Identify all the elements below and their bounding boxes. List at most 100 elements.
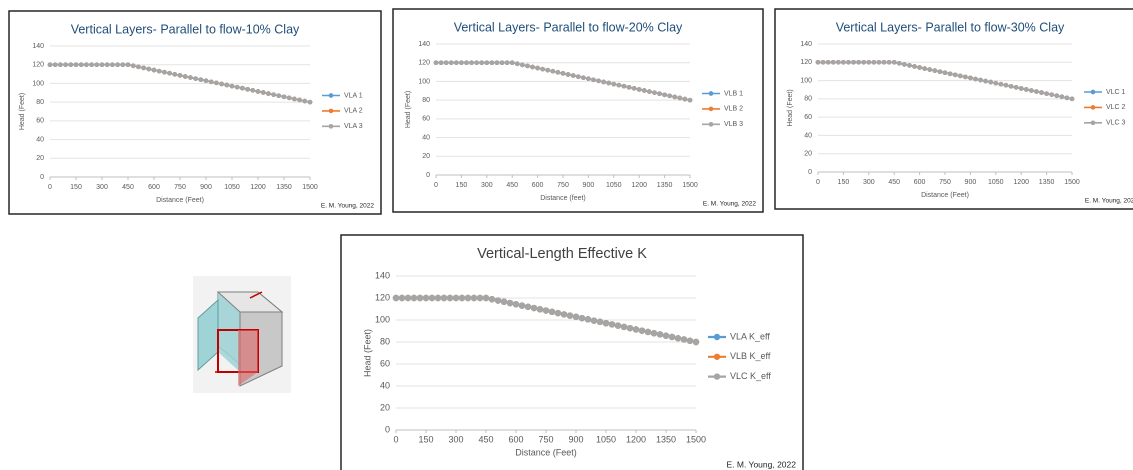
data-point bbox=[596, 318, 604, 326]
data-point bbox=[1039, 90, 1044, 95]
x-tick-label: 300 bbox=[448, 434, 463, 444]
data-point bbox=[499, 60, 505, 66]
data-point bbox=[682, 96, 688, 102]
x-tick-label: 1500 bbox=[686, 434, 706, 444]
data-point bbox=[584, 316, 592, 323]
x-tick-label: 900 bbox=[200, 184, 212, 191]
data-point bbox=[672, 94, 678, 100]
data-point bbox=[459, 60, 464, 66]
y-tick-label: 140 bbox=[800, 41, 812, 48]
data-point bbox=[662, 92, 667, 98]
y-tick-label: 140 bbox=[32, 43, 44, 50]
legend-marker bbox=[328, 108, 334, 114]
data-point bbox=[203, 78, 209, 84]
data-point bbox=[482, 294, 490, 302]
data-point bbox=[896, 60, 902, 66]
legend-marker bbox=[328, 123, 334, 129]
y-tick-label: 60 bbox=[380, 358, 390, 368]
data-point bbox=[524, 303, 532, 310]
data-point bbox=[68, 62, 74, 68]
y-tick-label: 40 bbox=[422, 134, 430, 141]
x-tick-label: 300 bbox=[96, 184, 108, 191]
legend-label: VLA 3 bbox=[344, 123, 363, 130]
x-tick-label: 600 bbox=[148, 184, 160, 191]
legend-marker bbox=[328, 93, 334, 98]
legend-marker bbox=[713, 333, 721, 341]
data-point bbox=[433, 60, 439, 66]
data-point bbox=[156, 68, 162, 74]
data-point bbox=[942, 70, 948, 76]
data-point bbox=[1069, 96, 1075, 102]
data-point bbox=[891, 59, 897, 65]
data-point bbox=[271, 92, 276, 97]
data-point bbox=[224, 82, 230, 88]
data-point bbox=[667, 93, 672, 99]
data-point bbox=[631, 86, 637, 91]
chart: Vertical Layers- Parallel to flow-30% Cl… bbox=[774, 8, 1133, 210]
x-tick-label: 450 bbox=[122, 184, 134, 191]
x-axis-label: Distance (Feet) bbox=[921, 192, 969, 199]
data-point bbox=[626, 324, 634, 332]
legend-label: VLB 1 bbox=[724, 90, 743, 97]
data-point bbox=[902, 62, 907, 67]
x-tick-label: 150 bbox=[456, 182, 468, 189]
data-point bbox=[177, 73, 183, 78]
data-point bbox=[276, 93, 282, 99]
data-point bbox=[182, 74, 188, 79]
data-point bbox=[555, 70, 561, 75]
data-point bbox=[292, 96, 297, 102]
x-tick-label: 750 bbox=[939, 179, 951, 186]
data-point bbox=[172, 72, 178, 77]
data-point bbox=[917, 65, 922, 70]
y-tick-label: 100 bbox=[800, 77, 812, 84]
x-tick-label: 1350 bbox=[657, 182, 673, 189]
data-point bbox=[692, 338, 700, 346]
y-tick-label: 100 bbox=[375, 314, 390, 324]
data-point bbox=[922, 66, 927, 71]
data-point bbox=[554, 309, 562, 317]
data-point bbox=[500, 298, 508, 305]
data-point bbox=[58, 62, 63, 68]
data-point bbox=[1018, 86, 1024, 91]
data-point bbox=[644, 328, 652, 336]
x-tick-label: 1500 bbox=[682, 182, 698, 189]
data-point bbox=[947, 71, 953, 77]
legend-label: VLB K_eff bbox=[730, 351, 771, 361]
data-point bbox=[1034, 89, 1039, 94]
data-point bbox=[234, 84, 240, 90]
x-tick-label: 1050 bbox=[596, 434, 616, 444]
data-point bbox=[542, 307, 550, 314]
data-point bbox=[540, 66, 545, 72]
x-tick-label: 600 bbox=[532, 182, 544, 189]
data-point bbox=[162, 69, 167, 75]
data-point bbox=[638, 327, 646, 334]
data-point bbox=[120, 62, 126, 68]
data-point bbox=[657, 91, 662, 97]
y-tick-label: 20 bbox=[422, 153, 430, 160]
data-point bbox=[240, 85, 245, 91]
x-axis-label: Distance (Feet) bbox=[515, 447, 577, 457]
x-tick-label: 1200 bbox=[626, 434, 646, 444]
data-point bbox=[266, 91, 271, 96]
data-point bbox=[509, 60, 515, 66]
y-axis-label: Head (Feet) bbox=[362, 329, 372, 377]
data-point bbox=[1044, 91, 1049, 96]
data-point bbox=[488, 296, 496, 303]
data-point bbox=[536, 306, 544, 313]
chart-frame bbox=[392, 8, 764, 213]
data-point bbox=[489, 60, 495, 66]
data-point bbox=[998, 81, 1004, 87]
legend-label: VLB 2 bbox=[724, 106, 743, 113]
data-point bbox=[591, 77, 596, 83]
data-point bbox=[151, 67, 157, 73]
data-point bbox=[422, 294, 430, 302]
data-point bbox=[476, 294, 484, 302]
legend-label: VLC 2 bbox=[1106, 104, 1126, 111]
data-point bbox=[494, 60, 500, 66]
x-tick-label: 900 bbox=[965, 179, 977, 186]
x-tick-label: 450 bbox=[888, 179, 900, 186]
x-tick-label: 750 bbox=[174, 184, 186, 191]
data-point bbox=[530, 64, 535, 70]
